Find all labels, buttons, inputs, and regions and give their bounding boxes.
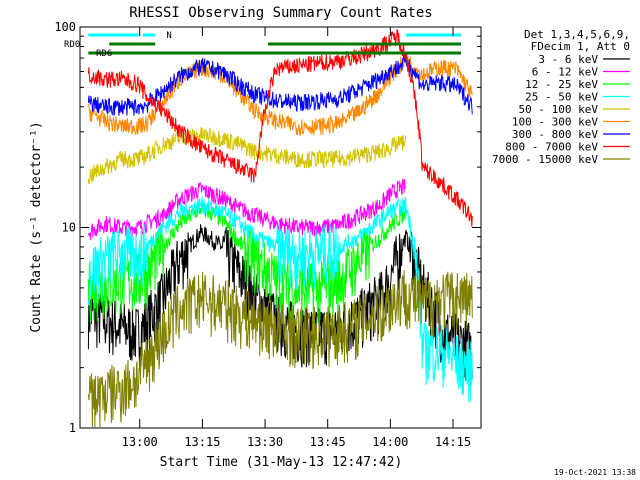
legend-entry-label: 12 - 25 keV (525, 78, 598, 91)
series-line-7 (87, 28, 473, 227)
legend-entry-label: 3 - 6 keV (538, 53, 598, 66)
flag-label-rd6: RD6 (96, 49, 112, 59)
flag-label-n: N (166, 31, 171, 41)
legend-entry-label: 6 - 12 keV (532, 66, 599, 79)
x-axis-label: Start Time (31-May-13 12:47:42) (160, 455, 403, 470)
legend-entry-label: 50 - 100 keV (519, 103, 599, 116)
y-axis-label: Count Rate (s⁻¹ detector⁻¹) (29, 121, 44, 332)
chart-title: RHESSI Observing Summary Count Rates (129, 5, 432, 21)
series-line-1 (87, 178, 407, 240)
legend-entry-label: 800 - 7000 keV (505, 141, 598, 154)
x-tick-label: 13:45 (310, 435, 346, 449)
flag-label-rd0: RD0 (64, 40, 80, 50)
series-layer (87, 28, 473, 428)
y-tick-label: 10 (62, 221, 76, 235)
legend-header-line: FDecim 1, Att 0 (531, 40, 630, 53)
legend: Det 1,3,4,5,6,9,FDecim 1, Att 03 - 6 keV… (492, 28, 630, 166)
series-line-8 (87, 269, 473, 428)
series-line-6 (87, 52, 473, 117)
axis-layer: 1 10 100 13:00 13:15 13:30 13:45 14:00 14:15 (54, 20, 481, 449)
timestamp: 19-Oct-2021 13:38 (554, 468, 636, 477)
series-line-4 (87, 126, 407, 185)
y-tick-label: 1 (69, 421, 76, 435)
flag-layer: RD0 RD6 N (64, 31, 461, 59)
x-tick-label: 14:15 (435, 435, 471, 449)
x-tick-label: 14:00 (372, 435, 408, 449)
series-line-2 (87, 201, 407, 325)
x-tick-label: 13:15 (184, 435, 220, 449)
series-line-3 (87, 196, 473, 403)
x-tick-label: 13:00 (122, 435, 158, 449)
legend-entry-label: 7000 - 15000 keV (492, 153, 598, 166)
x-tick-label: 13:30 (247, 435, 283, 449)
legend-entry-label: 25 - 50 keV (525, 91, 598, 104)
y-tick-label: 100 (54, 20, 76, 34)
legend-entry-label: 100 - 300 keV (512, 116, 598, 129)
legend-header-line: Det 1,3,4,5,6,9, (524, 28, 630, 41)
legend-entry-label: 300 - 800 keV (512, 128, 598, 141)
